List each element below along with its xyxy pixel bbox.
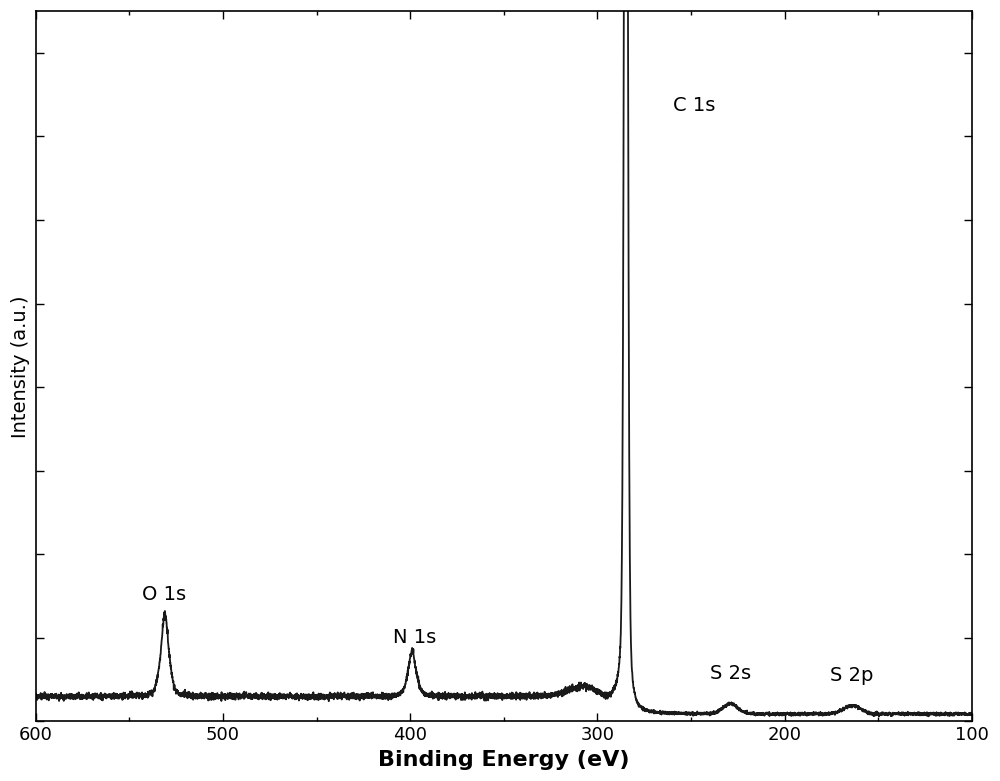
X-axis label: Binding Energy (eV): Binding Energy (eV) — [378, 750, 630, 770]
Text: O 1s: O 1s — [142, 585, 187, 604]
Y-axis label: Intensity (a.u.): Intensity (a.u.) — [11, 295, 30, 437]
Text: S 2p: S 2p — [830, 665, 874, 685]
Text: S 2s: S 2s — [710, 664, 751, 683]
Text: C 1s: C 1s — [673, 96, 715, 116]
Text: N 1s: N 1s — [393, 628, 437, 647]
